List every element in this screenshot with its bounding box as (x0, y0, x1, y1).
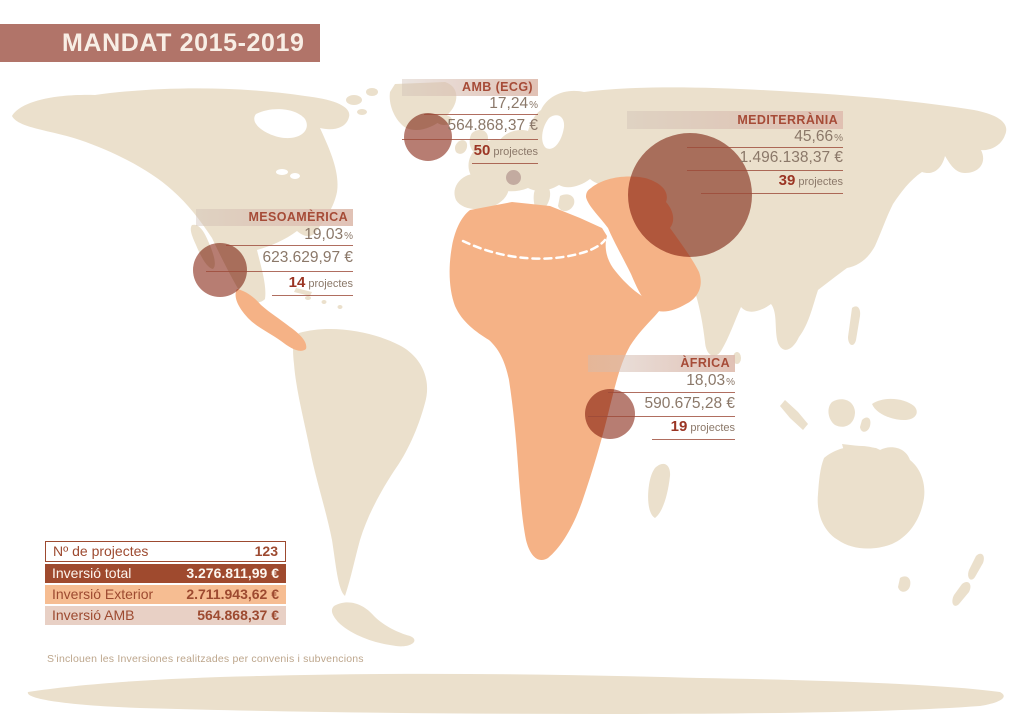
title-banner: MANDAT 2015-2019 (0, 24, 320, 62)
region-header-africa: ÀFRICA (588, 355, 735, 372)
projects-row-amb: 50 projectes (472, 140, 538, 164)
sri-lanka (733, 352, 741, 364)
patagonia-tail (331, 602, 415, 647)
antarctica (27, 673, 1004, 714)
percent-row-africa: 18,03% (608, 372, 735, 393)
region-header-mesoamerica: MESOAMÈRICA (196, 209, 353, 226)
bubble-mesoamerica (193, 243, 247, 297)
percent-row-mediterrania: 45,66% (687, 129, 843, 148)
callout-mediterrania: MEDITERRÀNIA 45,66% 1.496.138,37 € 39 pro… (627, 111, 843, 194)
iberian-peninsula (454, 172, 509, 210)
new-zealand (968, 553, 984, 580)
percent-row-mesoamerica: 19,03% (226, 226, 353, 246)
philippines (848, 306, 861, 346)
greece (558, 194, 575, 212)
tasmania (898, 576, 911, 592)
bubble-africa (585, 389, 635, 439)
region-middle-east (586, 176, 701, 312)
region-header-mediterrania: MEDITERRÀNIA (627, 111, 843, 129)
projects-row-africa: 19 projectes (652, 417, 735, 440)
callout-amb: AMB (ECG) 17,24% 564.868,37 € 50 projecte… (402, 79, 538, 164)
amount-row-amb: 564.868,37 € (402, 115, 538, 140)
bubble-amb (404, 113, 452, 161)
australia (817, 445, 925, 549)
table-row-exterior: Inversió Exterior 2.711.943,62 € (45, 585, 286, 604)
sahara-dashed-line (461, 238, 607, 260)
amount-row-mediterrania: 1.496.138,37 € (687, 148, 843, 171)
amount-row-mesoamerica: 623.629,97 € (206, 246, 353, 272)
summary-table: Nº de projectes 123 Inversió total 3.276… (45, 541, 286, 627)
japan (878, 137, 904, 190)
new-guinea (872, 398, 917, 420)
bubble-mediterrania (628, 133, 752, 257)
region-header-amb: AMB (ECG) (402, 79, 538, 96)
projects-row-mesoamerica: 14 projectes (272, 272, 353, 296)
table-row-projects: Nº de projectes 123 (45, 541, 286, 562)
page-title: MANDAT 2015-2019 (62, 29, 305, 57)
table-row-total: Inversió total 3.276.811,99 € (45, 564, 286, 583)
hudson-bay (254, 109, 307, 139)
region-africa (449, 202, 661, 560)
madagascar (648, 463, 671, 518)
region-central-america (235, 289, 307, 351)
amount-row-africa: 590.675,28 € (588, 393, 735, 417)
projects-row-mediterrania: 39 projectes (701, 171, 843, 194)
continent-north-america (12, 88, 350, 303)
callout-africa: ÀFRICA 18,03% 590.675,28 € 19 projectes (588, 355, 735, 440)
table-row-amb: Inversió AMB 564.868,37 € (45, 606, 286, 625)
percent-row-amb: 17,24% (424, 96, 538, 115)
footnote: S'inclouen les Inversiones realitzades p… (47, 653, 364, 665)
baltic-sea (542, 115, 565, 149)
continent-south-america (293, 328, 428, 596)
callout-mesoamerica: MESOAMÈRICA 19,03% 623.629,97 € 14 projec… (196, 209, 353, 296)
barcelona-dot (506, 170, 521, 185)
british-isles (469, 129, 488, 154)
